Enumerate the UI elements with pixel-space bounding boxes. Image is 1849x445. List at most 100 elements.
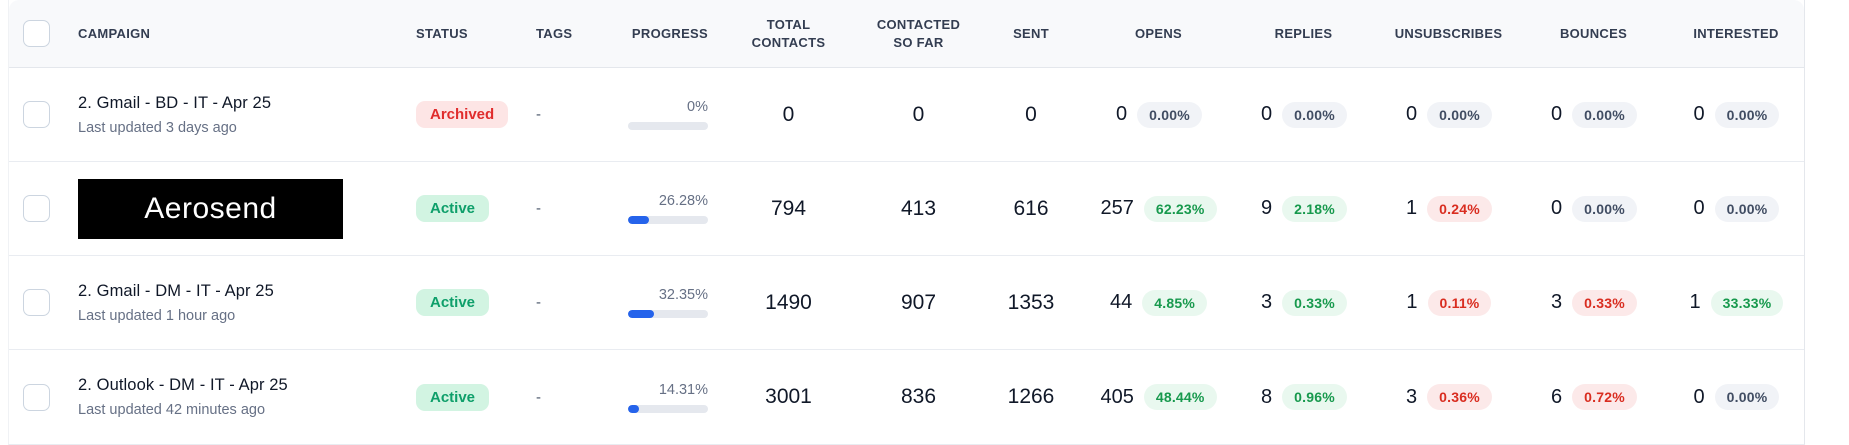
- interested-cell: 0 0.00%: [1666, 101, 1806, 128]
- select-all-checkbox[interactable]: [22, 20, 50, 47]
- opens-count: 0: [1116, 103, 1128, 125]
- status-badge: Archived: [416, 101, 509, 128]
- interested-rate-badge: 33.33%: [1710, 289, 1784, 316]
- campaign-last-updated: Last updated 1 hour ago: [78, 307, 236, 324]
- replies-rate-badge: 2.18%: [1282, 195, 1347, 222]
- bounces-count: 3: [1551, 291, 1563, 313]
- opens-cell: 257 62.23%: [1086, 195, 1231, 222]
- table-row: Aerosend Active - 26.28% 794 413 616 257…: [9, 162, 1804, 256]
- opens-cell: 405 48.44%: [1086, 384, 1231, 410]
- bounces-count: 0: [1551, 197, 1563, 219]
- bounces-cell: 0 0.00%: [1521, 101, 1666, 128]
- interested-count: 0: [1693, 103, 1705, 125]
- replies-count: 8: [1261, 385, 1273, 408]
- column-header-contacted-so-far[interactable]: CONTACTED SO FAR: [876, 16, 961, 50]
- column-header-sent[interactable]: SENT: [1013, 25, 1049, 41]
- opens-rate-badge: 48.44%: [1143, 384, 1217, 410]
- table-row: 2. Gmail - DM - IT - Apr 25 Last updated…: [9, 256, 1804, 350]
- sent-value: 616: [1013, 196, 1049, 220]
- bounces-rate-badge: 0.00%: [1572, 101, 1637, 128]
- column-header-interested[interactable]: INTERESTED: [1693, 25, 1779, 41]
- replies-cell: 8 0.96%: [1231, 384, 1376, 410]
- table-header: CAMPAIGN STATUS TAGS PROGRESS TOTAL CONT…: [9, 0, 1804, 68]
- status-badge: Active: [416, 195, 490, 222]
- campaign-name[interactable]: 2. Gmail - BD - IT - Apr 25: [78, 93, 272, 112]
- replies-count: 9: [1261, 197, 1273, 219]
- opens-count: 405: [1100, 385, 1134, 408]
- campaigns-table: CAMPAIGN STATUS TAGS PROGRESS TOTAL CONT…: [8, 0, 1805, 445]
- column-header-opens[interactable]: OPENS: [1134, 25, 1182, 41]
- bounces-rate-badge: 0.33%: [1572, 289, 1637, 316]
- status-badge: Active: [416, 289, 490, 316]
- sent-value: 1353: [1007, 290, 1055, 314]
- opens-cell: 0 0.00%: [1086, 101, 1231, 128]
- bounces-count: 0: [1551, 103, 1563, 125]
- column-header-status[interactable]: STATUS: [416, 25, 468, 41]
- unsubscribes-cell: 1 0.24%: [1376, 195, 1521, 222]
- unsubscribes-rate-badge: 0.11%: [1427, 289, 1492, 316]
- replies-cell: 3 0.33%: [1231, 289, 1376, 316]
- interested-cell: 0 0.00%: [1666, 384, 1806, 410]
- unsubscribes-cell: 3 0.36%: [1376, 384, 1521, 410]
- interested-count: 0: [1693, 197, 1705, 219]
- column-header-campaign[interactable]: CAMPAIGN: [78, 25, 151, 41]
- interested-count: 0: [1693, 385, 1705, 408]
- table-row: 2. Gmail - BD - IT - Apr 25 Last updated…: [9, 68, 1804, 162]
- column-header-total-contacts[interactable]: TOTAL CONTACTS: [751, 16, 826, 50]
- interested-rate-badge: 0.00%: [1714, 195, 1780, 222]
- tags-cell: -: [536, 106, 541, 123]
- bounces-count: 6: [1551, 385, 1563, 408]
- row-checkbox[interactable]: [22, 383, 50, 411]
- unsubscribes-cell: 1 0.11%: [1376, 289, 1521, 316]
- unsubscribes-count: 1: [1406, 197, 1418, 219]
- unsubscribes-rate-badge: 0.24%: [1427, 195, 1492, 222]
- table-row: 2. Outlook - DM - IT - Apr 25 Last updat…: [9, 350, 1804, 444]
- column-header-bounces[interactable]: BOUNCES: [1559, 25, 1628, 41]
- campaign-name-redacted[interactable]: Aerosend: [78, 178, 343, 239]
- total-contacts-value: 3001: [765, 385, 812, 408]
- opens-count: 44: [1110, 291, 1133, 313]
- unsubscribes-rate-badge: 0.36%: [1427, 384, 1492, 410]
- opens-count: 257: [1100, 197, 1134, 219]
- interested-rate-badge: 0.00%: [1714, 101, 1780, 128]
- contacted-so-far-value: 907: [900, 290, 937, 314]
- row-checkbox[interactable]: [22, 101, 50, 128]
- opens-rate-badge: 62.23%: [1143, 195, 1217, 222]
- opens-cell: 44 4.85%: [1086, 289, 1231, 316]
- row-checkbox[interactable]: [22, 289, 50, 316]
- progress-label: 14.31%: [658, 381, 708, 398]
- bounces-cell: 0 0.00%: [1521, 195, 1666, 222]
- bounces-rate-badge: 0.72%: [1572, 384, 1637, 410]
- replies-cell: 0 0.00%: [1231, 101, 1376, 128]
- total-contacts-value: 1490: [765, 290, 812, 314]
- bounces-rate-badge: 0.00%: [1572, 195, 1637, 222]
- unsubscribes-rate-badge: 0.00%: [1427, 101, 1492, 128]
- tags-cell: -: [536, 294, 541, 311]
- progress-label: 0%: [687, 99, 708, 115]
- opens-rate-badge: 4.85%: [1142, 289, 1207, 316]
- column-header-unsubscribes[interactable]: UNSUBSCRIBES: [1394, 25, 1503, 41]
- sent-value: 0: [1025, 102, 1037, 126]
- column-header-tags[interactable]: TAGS: [536, 25, 573, 41]
- row-checkbox[interactable]: [22, 195, 50, 222]
- campaign-last-updated: Last updated 42 minutes ago: [78, 402, 266, 418]
- replies-rate-badge: 0.33%: [1282, 289, 1347, 316]
- unsubscribes-count: 0: [1406, 103, 1418, 125]
- progress-bar: [628, 216, 708, 224]
- campaign-name[interactable]: 2. Outlook - DM - IT - Apr 25: [78, 376, 288, 394]
- replies-count: 0: [1261, 103, 1273, 125]
- progress-label: 26.28%: [658, 193, 708, 209]
- column-header-progress[interactable]: PROGRESS: [631, 25, 708, 41]
- contacted-so-far-value: 836: [900, 385, 937, 408]
- interested-cell: 1 33.33%: [1666, 289, 1806, 316]
- bounces-cell: 3 0.33%: [1521, 289, 1666, 316]
- replies-count: 3: [1261, 291, 1273, 313]
- column-header-replies[interactable]: REPLIES: [1274, 25, 1333, 41]
- campaign-name[interactable]: 2. Gmail - DM - IT - Apr 25: [78, 281, 274, 300]
- bounces-cell: 6 0.72%: [1521, 384, 1666, 410]
- progress-label: 32.35%: [658, 287, 708, 303]
- interested-cell: 0 0.00%: [1666, 195, 1806, 222]
- total-contacts-value: 0: [782, 102, 795, 126]
- status-badge: Active: [416, 383, 490, 411]
- tags-cell: -: [536, 388, 541, 406]
